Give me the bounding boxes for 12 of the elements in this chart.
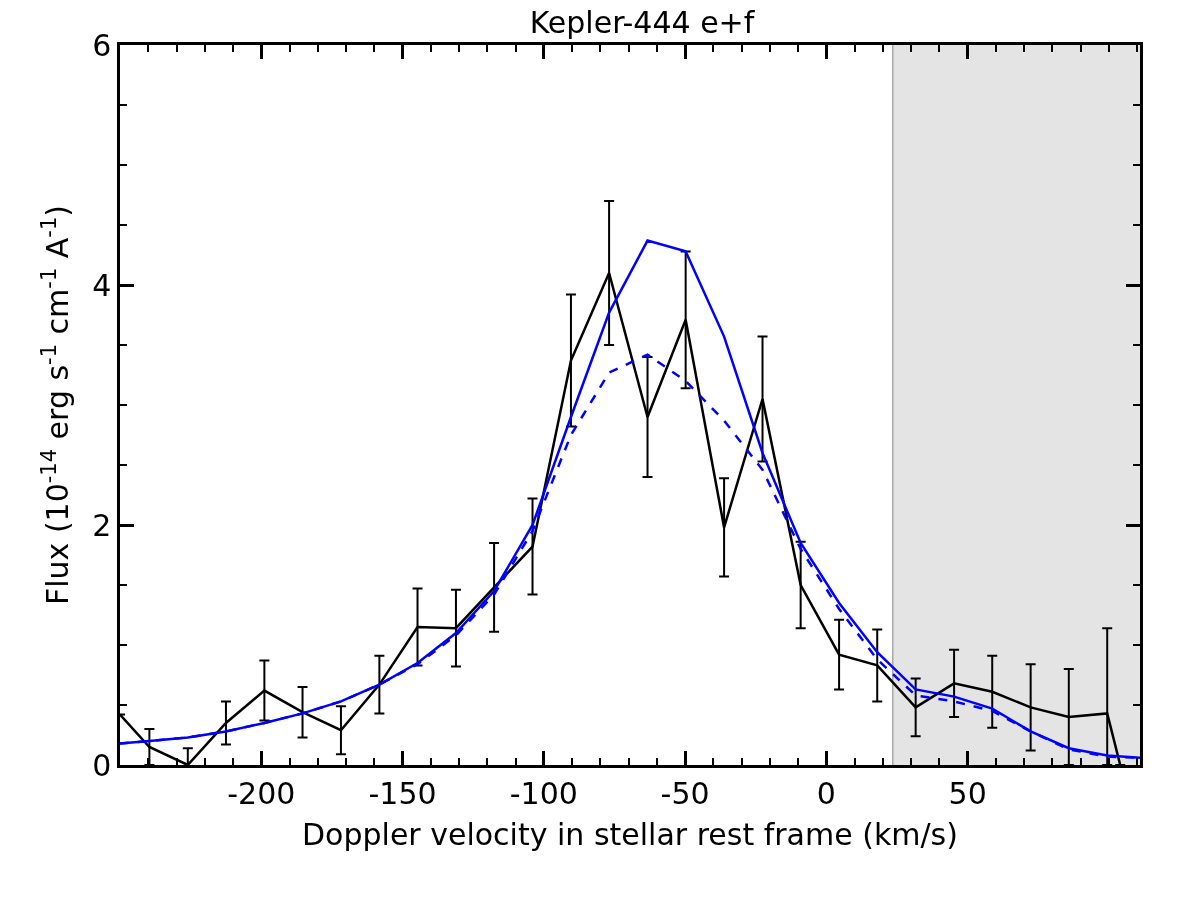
- x-tick-label: -50: [660, 775, 710, 811]
- y-tick-label: 6: [92, 27, 112, 63]
- y-tick-label: 4: [92, 267, 112, 303]
- x-tick-label: 50: [948, 775, 987, 811]
- x-tick-label: -100: [509, 775, 578, 811]
- y-tick-label: 2: [92, 507, 112, 543]
- x-tick-label: -150: [368, 775, 437, 811]
- y-tick-label: 0: [92, 747, 112, 783]
- x-tick-label: -200: [227, 775, 296, 811]
- chart-title: Kepler-444 e+f: [529, 5, 756, 40]
- x-tick-label: 0: [816, 775, 836, 811]
- x-axis-title: Doppler velocity in stellar rest frame (km/s): [302, 817, 958, 853]
